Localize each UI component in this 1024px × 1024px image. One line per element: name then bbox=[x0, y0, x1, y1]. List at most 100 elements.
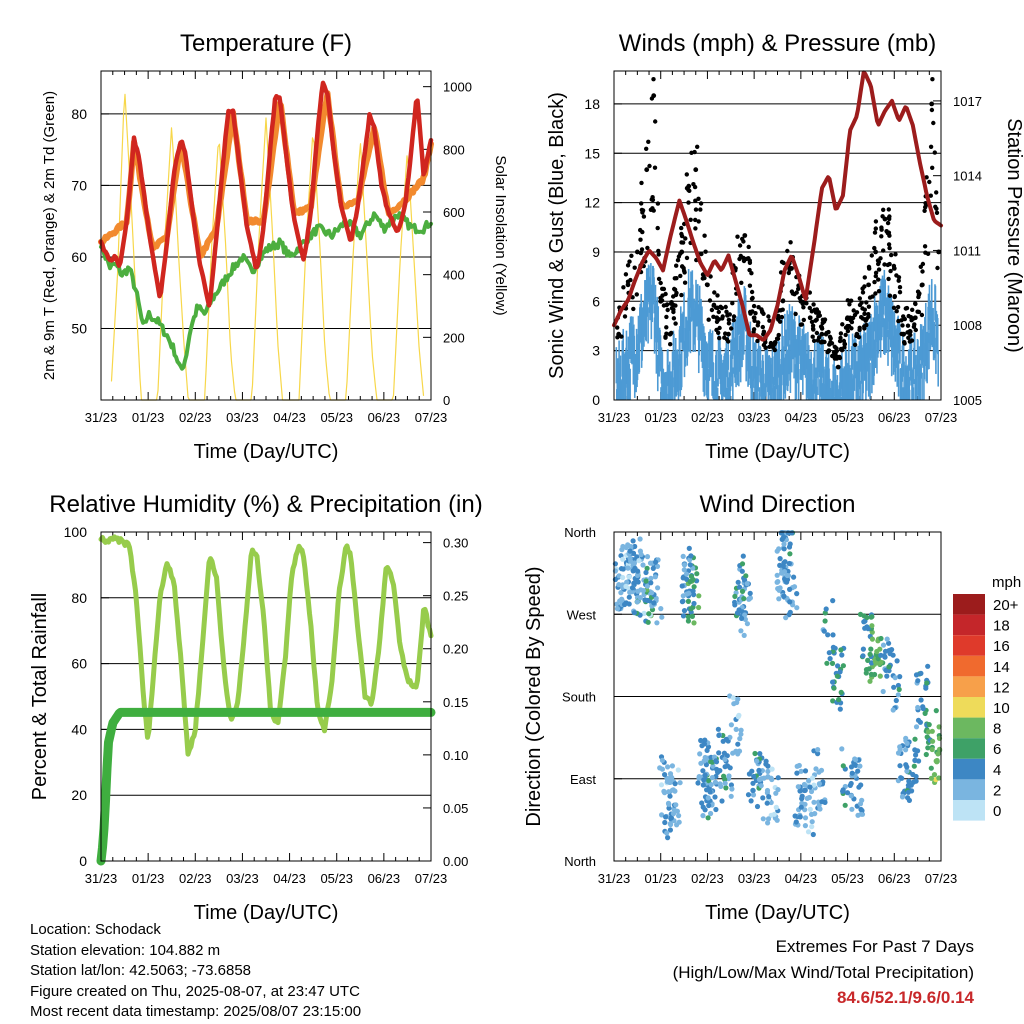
direction-point bbox=[620, 574, 626, 581]
direction-point bbox=[641, 610, 647, 617]
direction-point bbox=[769, 776, 775, 783]
direction-point bbox=[683, 571, 690, 577]
direction-point bbox=[619, 547, 625, 553]
direction-point bbox=[856, 784, 862, 790]
direction-point bbox=[929, 746, 935, 753]
direction-point bbox=[685, 614, 691, 620]
direction-point bbox=[900, 793, 906, 800]
direction-point bbox=[872, 671, 878, 678]
gust-point bbox=[645, 245, 650, 251]
gust-point bbox=[658, 298, 664, 304]
direction-point bbox=[709, 775, 715, 781]
direction-point bbox=[747, 590, 753, 597]
direction-point bbox=[689, 613, 696, 620]
direction-point bbox=[738, 727, 744, 733]
gust-point bbox=[873, 273, 878, 279]
direction-point bbox=[723, 785, 729, 791]
direction-point bbox=[677, 780, 683, 786]
direction-point bbox=[674, 808, 681, 814]
temp2m-line bbox=[98, 80, 434, 308]
direction-point bbox=[842, 802, 848, 808]
direction-point bbox=[860, 646, 867, 652]
direction-point bbox=[869, 623, 875, 629]
gust-point bbox=[673, 303, 678, 308]
x-tick-label: 02/23 bbox=[179, 410, 212, 425]
gust-point bbox=[811, 302, 816, 307]
direction-point bbox=[855, 812, 861, 818]
gust-point bbox=[651, 77, 656, 82]
plot-border bbox=[100, 70, 432, 401]
direction-point bbox=[783, 615, 789, 621]
gust-point bbox=[820, 340, 825, 345]
legend-swatch bbox=[953, 800, 985, 821]
legend-label: 4 bbox=[993, 762, 1001, 779]
gust-point bbox=[750, 295, 755, 301]
gust-point bbox=[873, 219, 879, 224]
gust-point bbox=[854, 331, 860, 337]
gust-point bbox=[698, 207, 703, 212]
gust-point bbox=[857, 325, 862, 330]
direction-point bbox=[661, 788, 667, 795]
y-tick-label: South bbox=[562, 690, 596, 705]
x-tick-label: 05/23 bbox=[831, 410, 864, 425]
direction-point bbox=[839, 746, 845, 752]
x-axis-label: Time (Day/UTC) bbox=[194, 441, 339, 463]
direction-point bbox=[766, 794, 772, 800]
direction-point bbox=[836, 697, 842, 703]
direction-point bbox=[894, 658, 900, 664]
chart-title: Relative Humidity (%) & Precipitation (i… bbox=[49, 491, 482, 518]
gust-point bbox=[665, 307, 670, 313]
direction-point bbox=[640, 588, 646, 594]
gust-point bbox=[869, 253, 874, 258]
direction-point bbox=[924, 680, 930, 686]
legend-label: 16 bbox=[993, 638, 1010, 655]
direction-point bbox=[826, 650, 832, 656]
y-tick-label: 3 bbox=[592, 343, 600, 359]
direction-point bbox=[620, 556, 626, 562]
x-tick-label: 04/23 bbox=[785, 410, 818, 425]
gust-point bbox=[816, 335, 822, 340]
direction-point bbox=[658, 606, 664, 612]
gust-point bbox=[831, 350, 837, 355]
plot-border bbox=[613, 70, 942, 401]
direction-point bbox=[728, 793, 734, 799]
gust-point bbox=[692, 184, 698, 190]
direction-point bbox=[722, 764, 728, 770]
gust-point bbox=[794, 290, 799, 295]
gust-point bbox=[779, 314, 785, 320]
x-axis-label: Time (Day/UTC) bbox=[705, 902, 850, 924]
gust-point bbox=[933, 204, 938, 209]
direction-point bbox=[622, 601, 628, 608]
gust-point bbox=[748, 311, 753, 316]
direction-point bbox=[906, 778, 912, 784]
y2-tick-label: 0.30 bbox=[443, 536, 468, 551]
y2-tick-label: 1008 bbox=[953, 318, 982, 333]
latlon-text: Station lat/lon: 42.5063; -73.6858 bbox=[30, 962, 252, 979]
direction-point bbox=[813, 766, 819, 772]
gust-point bbox=[925, 251, 931, 256]
direction-point bbox=[706, 778, 712, 784]
direction-point bbox=[895, 692, 901, 698]
direction-point bbox=[637, 595, 643, 601]
direction-point bbox=[838, 647, 844, 653]
direction-point bbox=[679, 583, 685, 589]
speed-color-legend: mph 20+ 18 16 14 12 10 8 6 4 2 0 bbox=[953, 574, 1021, 821]
gust-point bbox=[887, 261, 892, 267]
gust-point bbox=[930, 77, 935, 82]
direction-point bbox=[802, 782, 808, 788]
gust-point bbox=[751, 303, 757, 309]
direction-point bbox=[640, 562, 646, 568]
direction-point bbox=[863, 670, 869, 676]
direction-point bbox=[616, 582, 622, 588]
direction-point bbox=[625, 565, 631, 571]
y2-tick-label: 600 bbox=[443, 205, 465, 220]
x-tick-label: 02/23 bbox=[691, 871, 724, 886]
direction-point bbox=[799, 796, 805, 802]
direction-point bbox=[847, 782, 853, 789]
x-tick-label: 31/23 bbox=[598, 410, 631, 425]
direction-point bbox=[840, 663, 847, 669]
legend-label: 6 bbox=[993, 741, 1001, 758]
direction-point bbox=[912, 757, 918, 764]
y2-tick-label: 1017 bbox=[953, 94, 982, 109]
direction-point bbox=[668, 821, 674, 828]
